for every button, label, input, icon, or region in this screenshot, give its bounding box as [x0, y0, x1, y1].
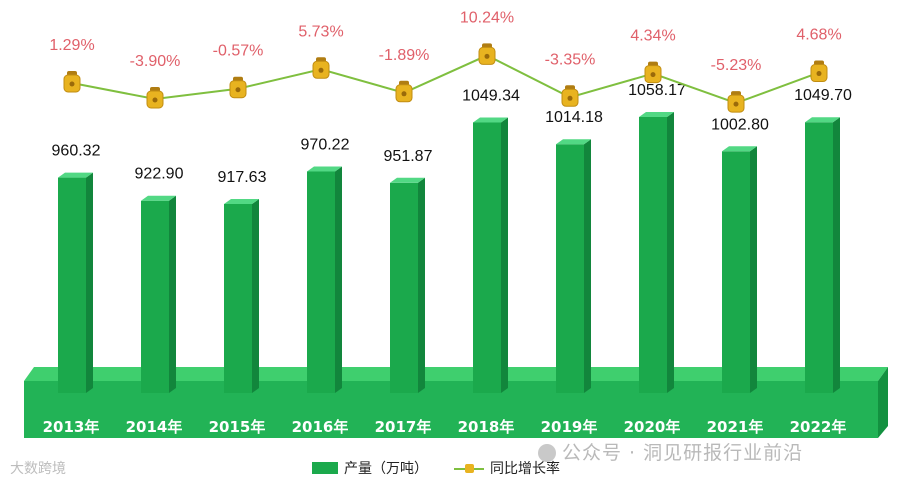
- growth-marker-dot: [401, 91, 407, 97]
- growth-marker-dot: [567, 95, 573, 101]
- growth-value-label: -5.23%: [711, 57, 762, 74]
- legend-item-growth: 同比增长率: [454, 458, 560, 478]
- legend-line-swatch: [454, 462, 484, 474]
- category-label: 2014年: [126, 418, 183, 436]
- legend-line-label: 同比增长率: [490, 461, 560, 477]
- growth-value-label: -0.57%: [213, 43, 264, 60]
- growth-value-label: 4.34%: [630, 28, 675, 45]
- bar-top: [639, 112, 674, 117]
- bar-side: [667, 112, 674, 393]
- growth-value-label: 1.29%: [49, 37, 94, 54]
- growth-value-label: -3.90%: [130, 53, 181, 70]
- bar-side: [335, 166, 342, 393]
- bar-front: [58, 177, 86, 393]
- bar-front: [473, 122, 501, 394]
- bar-side: [418, 177, 425, 393]
- bar-top: [805, 117, 840, 123]
- bar-value-label: 951.87: [384, 148, 433, 165]
- bar-front: [141, 200, 169, 393]
- bar-value-label: 1049.70: [794, 87, 852, 104]
- legend-bar-label: 产量（万吨）: [344, 461, 428, 477]
- bar-side: [750, 146, 757, 393]
- bar-value-label: 960.32: [52, 143, 101, 160]
- growth-marker-dot: [650, 72, 656, 78]
- watermark-text: 公众号 · 洞见研报行业前沿: [562, 442, 804, 464]
- bar-top: [556, 139, 591, 145]
- growth-marker-dot: [69, 81, 75, 87]
- growth-value-label: 10.24%: [460, 9, 514, 26]
- bar-top: [722, 146, 757, 152]
- bar-front: [722, 151, 750, 393]
- bar-front: [307, 171, 335, 393]
- category-label: 2016年: [292, 418, 349, 436]
- bar-side: [86, 172, 93, 393]
- bar-value-label: 1058.17: [628, 82, 686, 99]
- bar-side: [169, 195, 176, 393]
- bar-value-label: 970.22: [301, 136, 350, 153]
- growth-line: [71, 54, 820, 105]
- logo-text: 大数跨境: [10, 461, 66, 477]
- bar-side: [833, 117, 840, 393]
- bar-top: [390, 177, 425, 183]
- growth-marker-dot: [816, 71, 822, 77]
- growth-marker-dot: [318, 67, 324, 73]
- growth-value-label: -3.35%: [545, 51, 596, 68]
- bar-front: [224, 204, 252, 393]
- category-label: 2015年: [209, 418, 266, 436]
- bar-top: [473, 117, 508, 123]
- bar-front: [805, 122, 833, 393]
- bar-front: [556, 144, 584, 393]
- bar-value-label: 917.63: [218, 169, 267, 186]
- bar-value-label: 1002.80: [711, 116, 769, 133]
- bar-side: [252, 199, 259, 393]
- bar-top: [307, 166, 342, 172]
- growth-marker-dot: [733, 101, 739, 107]
- growth-marker-dot: [235, 87, 241, 93]
- base-side: [878, 367, 888, 438]
- growth-value-label: 4.68%: [796, 27, 841, 44]
- logo: 大数跨境: [10, 458, 66, 478]
- category-label: 2019年: [541, 418, 598, 436]
- growth-marker-dot: [484, 53, 490, 59]
- bar-front: [390, 182, 418, 393]
- category-label: 2022年: [790, 418, 847, 436]
- category-label: 2018年: [458, 418, 515, 436]
- bar-side: [501, 117, 508, 394]
- legend: 产量（万吨） 同比增长率: [312, 458, 560, 478]
- category-label: 2017年: [375, 418, 432, 436]
- bar-front: [639, 117, 667, 393]
- wechat-icon: [538, 444, 556, 462]
- category-label: 2021年: [707, 418, 764, 436]
- legend-bar-swatch: [312, 462, 338, 474]
- bar-value-label: 1049.34: [462, 87, 520, 104]
- bar-top: [58, 172, 93, 178]
- bar-side: [584, 139, 591, 393]
- category-label: 2013年: [43, 418, 100, 436]
- bar-value-label: 922.90: [135, 166, 184, 183]
- base-front: [24, 381, 878, 438]
- legend-item-production: 产量（万吨）: [312, 458, 428, 478]
- bar-top: [224, 199, 259, 204]
- category-label: 2020年: [624, 418, 681, 436]
- watermark: 公众号 · 洞见研报行业前沿: [538, 438, 803, 465]
- bar-value-label: 1014.18: [545, 109, 603, 126]
- bar-top: [141, 195, 176, 201]
- growth-value-label: -1.89%: [379, 47, 430, 64]
- growth-marker-dot: [152, 97, 158, 103]
- growth-value-label: 5.73%: [298, 23, 343, 40]
